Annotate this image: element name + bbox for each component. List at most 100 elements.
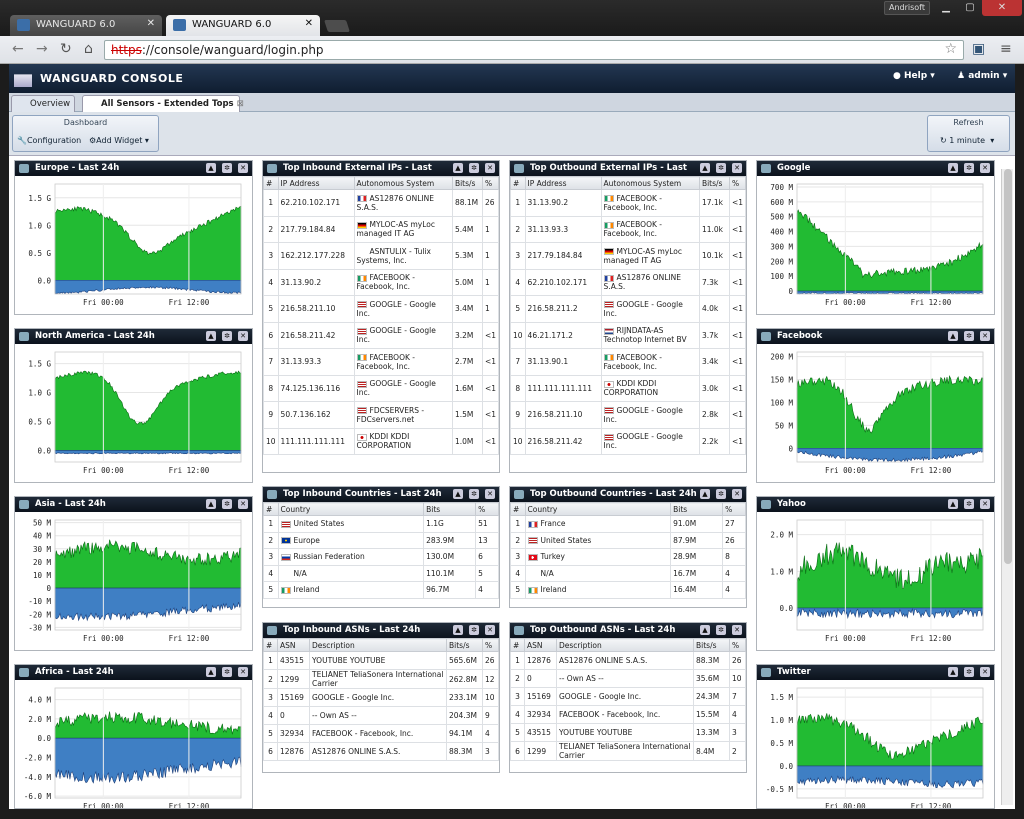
table-row[interactable]: 3 162.212.177.228 ASNTULIX - Tulix Systems… [263,242,499,270]
table-row[interactable]: 3 15169 GOOGLE - Google Inc. 233.1M 10 [263,688,499,707]
collapse-icon[interactable]: ▲ [948,331,958,341]
settings-icon[interactable]: ✲ [222,163,232,173]
table-row[interactable]: 7 31.13.93.3 FACEBOOK - Facebook, Inc. 2.7M… [263,348,499,376]
table-row[interactable]: 4 62.210.102.171 AS12876 ONLINE S.A.S. 7.3k… [510,268,746,296]
close-icon[interactable]: ✕ [485,489,495,499]
close-icon[interactable]: ✕ [238,163,248,173]
table-row[interactable]: 8 74.125.136.116 GOOGLE - Google Inc. 1.6M <… [263,374,499,402]
new-tab-button[interactable] [324,20,350,32]
close-icon[interactable]: ✕ [238,667,248,677]
collapse-icon[interactable]: ▲ [453,163,463,173]
settings-icon[interactable]: ✲ [222,331,232,341]
bookmark-star-icon[interactable]: ☆ [944,41,957,57]
page-icon[interactable]: ▣ [972,41,986,57]
browser-user-badge[interactable]: Andrisoft [884,1,930,15]
close-icon[interactable]: ✕ [980,667,990,677]
table-row[interactable]: 7 31.13.90.1 FACEBOOK - Facebook, Inc. 3.4k… [510,348,746,376]
close-icon[interactable]: ✕ [980,163,990,173]
close-icon[interactable]: ✕ [732,625,742,635]
close-tab-icon[interactable]: ⊠ [236,99,244,109]
collapse-icon[interactable]: ▲ [206,163,216,173]
tab-all-sensors[interactable]: All Sensors - Extended Tops ⊠ [82,95,244,112]
browser-tab-1[interactable]: WANGUARD 6.0 ✕ [10,15,162,36]
collapse-icon[interactable]: ▲ [206,499,216,509]
minimize-icon[interactable]: ▁ [942,2,950,13]
table-row[interactable]: 9 50.7.136.162 FDCSERVERS - FDCservers.net… [263,401,499,429]
add-widget-button[interactable]: ⚙Add Widget ▾ [89,136,149,145]
table-row[interactable]: 6 216.58.211.42 GOOGLE - Google Inc. 3.2M <1 [263,321,499,349]
close-tab-icon[interactable]: ✕ [304,18,313,29]
collapse-icon[interactable]: ▲ [700,163,710,173]
collapse-icon[interactable]: ▲ [700,489,710,499]
table-row[interactable]: 1 43515 YOUTUBE YOUTUBE 565.6M 26 [263,651,499,670]
settings-icon[interactable]: ✲ [716,625,726,635]
table-row[interactable]: 2 31.13.93.3 FACEBOOK - Facebook, Inc. 11.0… [510,215,746,243]
browser-tab-2[interactable]: WANGUARD 6.0 ✕ [166,15,320,36]
table-row[interactable]: 4 0 -- Own AS -- 204.3M 9 [263,706,499,725]
table-row[interactable]: 4 N/A 16.7M 4 [510,564,746,582]
table-row[interactable]: 2 0 -- Own AS -- 35.6M 10 [510,669,746,688]
table-row[interactable]: 2 Europe 283.9M 13 [263,531,499,549]
table-row[interactable]: 1 31.13.90.2 FACEBOOK - Facebook, Inc. 17.1… [510,189,746,217]
back-arrow-icon[interactable]: ← [12,41,24,57]
table-row[interactable]: 5 216.58.211.2 GOOGLE - Google Inc. 4.0k <1 [510,295,746,323]
close-icon[interactable]: ✕ [732,163,742,173]
collapse-icon[interactable]: ▲ [948,163,958,173]
close-icon[interactable]: ✕ [980,499,990,509]
table-row[interactable]: 2 217.79.184.84 MYLOC-AS myLoc managed IT … [263,215,499,243]
configuration-button[interactable]: 🔧Configuration [17,136,82,145]
table-row[interactable]: 5 Ireland 96.7M 4 [263,581,499,599]
table-row[interactable]: 5 Ireland 16.4M 4 [510,581,746,599]
table-row[interactable]: 5 32934 FACEBOOK - Facebook, Inc. 94.1M 4 [263,724,499,743]
table-row[interactable]: 10 46.21.171.2 RIJNDATA-AS Technotop Inter… [510,321,746,349]
close-icon[interactable]: ✕ [238,499,248,509]
table-row[interactable]: 3 Russian Federation 130.0M 6 [263,548,499,566]
collapse-icon[interactable]: ▲ [700,625,710,635]
table-row[interactable]: 10 111.111.111.111 KDDI KDDI CORPORATION 1.… [263,427,499,455]
table-row[interactable]: 6 1299 TELIANET TeliaSonera International … [510,741,746,761]
user-menu[interactable]: ♟ admin ▾ [957,71,1008,81]
settings-icon[interactable]: ✲ [964,331,974,341]
table-row[interactable]: 6 12876 AS12876 ONLINE S.A.S. 88.3M 3 [263,742,499,761]
settings-icon[interactable]: ✲ [469,489,479,499]
table-row[interactable]: 4 32934 FACEBOOK - Facebook, Inc. 15.5M 4 [510,705,746,724]
close-icon[interactable]: ✕ [980,331,990,341]
home-icon[interactable]: ⌂ [84,41,93,57]
tab-overview[interactable]: Overview [11,95,75,112]
url-input[interactable]: https://console/wanguard/login.php ☆ [104,40,964,60]
settings-icon[interactable]: ✲ [964,163,974,173]
table-row[interactable]: 9 216.58.211.10 GOOGLE - Google Inc. 2.8k <1 [510,401,746,429]
settings-icon[interactable]: ✲ [964,667,974,677]
maximize-icon[interactable]: ▢ [965,2,975,13]
settings-icon[interactable]: ✲ [716,163,726,173]
table-row[interactable]: 3 217.79.184.84 MYLOC-AS myLoc managed IT … [510,242,746,270]
table-row[interactable]: 4 31.13.90.2 FACEBOOK - Facebook, Inc. 5.0M… [263,268,499,296]
table-row[interactable]: 1 62.210.102.171 AS12876 ONLINE S.A.S. 88.1… [263,189,499,217]
table-row[interactable]: 2 United States 87.9M 26 [510,531,746,549]
scrollbar[interactable] [1001,169,1013,805]
scrollbar-thumb[interactable] [1004,169,1012,564]
settings-icon[interactable]: ✲ [716,489,726,499]
collapse-icon[interactable]: ▲ [453,625,463,635]
settings-icon[interactable]: ✲ [222,499,232,509]
table-row[interactable]: 1 France 91.0M 27 [510,515,746,533]
table-row[interactable]: 3 Turkey 28.9M 8 [510,548,746,566]
table-row[interactable]: 1 United States 1.1G 51 [263,515,499,533]
settings-icon[interactable]: ✲ [469,625,479,635]
close-icon[interactable]: ✕ [238,331,248,341]
close-icon[interactable]: ✕ [485,625,495,635]
table-row[interactable]: 10 216.58.211.42 GOOGLE - Google Inc. 2.2k <… [510,427,746,455]
close-icon[interactable]: ✕ [485,163,495,173]
table-row[interactable]: 5 43515 YOUTUBE YOUTUBE 13.3M 3 [510,723,746,742]
close-icon[interactable]: ✕ [732,489,742,499]
window-close-icon[interactable]: ✕ [982,0,1022,16]
table-row[interactable]: 3 15169 GOOGLE - Google Inc. 24.3M 7 [510,687,746,706]
settings-icon[interactable]: ✲ [222,667,232,677]
close-tab-icon[interactable]: ✕ [146,18,155,29]
collapse-icon[interactable]: ▲ [948,667,958,677]
table-row[interactable]: 8 111.111.111.111 KDDI KDDI CORPORATION 3.0… [510,374,746,402]
settings-icon[interactable]: ✲ [469,163,479,173]
reload-icon[interactable]: ↻ [60,41,72,57]
refresh-select[interactable]: ↻ 1 minute ▾ [940,136,995,145]
collapse-icon[interactable]: ▲ [453,489,463,499]
